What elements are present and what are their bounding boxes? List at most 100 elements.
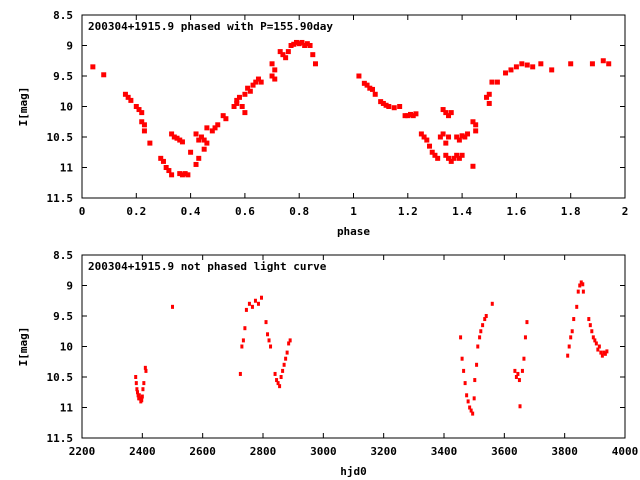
data-point <box>446 113 452 119</box>
data-point <box>429 149 435 155</box>
data-point <box>238 371 242 376</box>
data-point <box>312 61 318 67</box>
data-point <box>133 104 139 109</box>
data-point <box>282 362 286 367</box>
data-point <box>287 341 291 346</box>
data-point <box>569 335 573 340</box>
data-point <box>250 82 256 88</box>
data-point <box>483 317 487 322</box>
data-point <box>421 134 427 140</box>
data-point <box>413 111 419 117</box>
data-point <box>291 41 297 47</box>
data-point <box>597 344 601 349</box>
data-point <box>285 350 289 355</box>
data-point <box>273 371 277 376</box>
data-point <box>293 39 299 45</box>
x-tick-label: 2 <box>622 205 629 218</box>
phased-plot-points <box>90 39 612 178</box>
data-point <box>448 158 454 164</box>
data-point <box>247 301 251 306</box>
unphased-plot-ylabel: I[mag] <box>17 327 30 367</box>
y-tick-label: 10.5 <box>47 131 74 144</box>
data-point <box>361 80 367 86</box>
data-point <box>566 353 570 358</box>
data-point <box>256 301 260 306</box>
data-point <box>269 73 275 79</box>
data-point <box>530 64 536 70</box>
data-point <box>243 326 247 331</box>
data-point <box>139 110 145 116</box>
data-point <box>380 100 386 106</box>
data-point <box>356 73 362 79</box>
data-point <box>378 99 384 105</box>
data-point <box>242 91 248 97</box>
data-point <box>456 137 462 143</box>
data-point <box>147 140 153 146</box>
data-point <box>304 41 310 47</box>
data-point <box>503 70 509 76</box>
data-point <box>302 43 308 48</box>
y-tick-label: 9 <box>66 280 73 293</box>
x-tick-label: 1 <box>350 205 357 218</box>
data-point <box>587 317 591 322</box>
data-point <box>600 353 604 358</box>
phased-plot-frame <box>81 14 626 199</box>
x-tick-label: 0.8 <box>289 205 309 218</box>
x-tick-label: 1.8 <box>561 205 581 218</box>
data-point <box>514 375 518 379</box>
y-tick-label: 11.5 <box>47 432 74 445</box>
x-tick-label: 2600 <box>189 445 216 458</box>
data-point <box>267 338 271 343</box>
data-point <box>283 55 289 61</box>
x-tick-label: 0 <box>79 205 86 218</box>
data-point <box>258 79 264 85</box>
data-point <box>465 131 471 137</box>
data-point <box>278 384 282 389</box>
data-point <box>198 134 204 140</box>
data-point <box>188 149 194 155</box>
data-point <box>239 104 245 109</box>
data-point <box>299 39 305 45</box>
data-point <box>240 344 244 349</box>
data-point <box>255 76 261 82</box>
phased-plot-panel: 200304+1915.9 phased with P=155.90day ph… <box>17 9 628 238</box>
data-point <box>122 91 128 97</box>
data-point <box>310 52 316 58</box>
data-point <box>383 102 389 108</box>
data-point <box>516 371 520 376</box>
data-point <box>454 134 460 140</box>
unphased-plot-points <box>134 280 609 416</box>
y-tick-label: 10 <box>60 341 73 354</box>
data-point <box>171 134 177 140</box>
phased-plot-xlabel: phase <box>337 225 370 238</box>
x-tick-label: 1.6 <box>506 205 526 218</box>
y-tick-label: 10 <box>60 101 73 114</box>
data-point <box>128 97 134 103</box>
data-point <box>264 320 268 325</box>
data-point <box>459 133 465 139</box>
data-point <box>397 104 403 109</box>
data-point <box>459 152 465 158</box>
data-point <box>288 43 294 48</box>
data-point <box>578 283 582 288</box>
data-point <box>204 140 210 146</box>
data-point <box>471 411 475 416</box>
data-point <box>410 113 416 119</box>
data-point <box>244 307 248 312</box>
data-point <box>386 104 392 109</box>
data-point <box>418 131 424 137</box>
data-point <box>456 155 462 161</box>
data-point <box>253 79 259 85</box>
data-point <box>462 134 468 140</box>
data-point <box>484 94 490 100</box>
data-point <box>484 314 488 318</box>
data-point <box>523 335 527 340</box>
data-point <box>234 100 240 106</box>
data-point <box>182 171 188 177</box>
data-point <box>520 368 524 373</box>
y-tick-label: 9 <box>66 40 73 53</box>
data-point <box>196 155 202 161</box>
data-point <box>259 295 263 300</box>
data-point <box>468 405 472 410</box>
